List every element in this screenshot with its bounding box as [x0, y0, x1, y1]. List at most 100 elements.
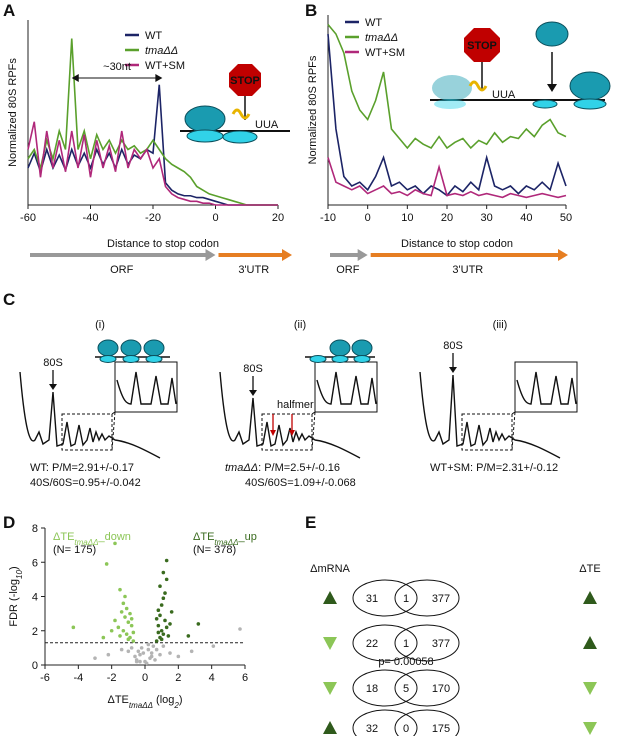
venn-count: 0: [403, 723, 409, 735]
point: [133, 654, 137, 659]
x-axis-label-part: (log: [153, 694, 174, 706]
y-tick-label: 0: [32, 660, 38, 672]
utr-arrow-head: [558, 249, 568, 261]
codon-label: UUA: [492, 89, 516, 101]
point: [101, 635, 106, 640]
x-axis-label-part: 2: [173, 701, 179, 710]
point: [154, 647, 159, 652]
x-tick-label: 4: [209, 672, 215, 684]
caption-part: : P/M=2.5+/-0.16: [258, 462, 340, 474]
venn-right: [394, 669, 460, 707]
utr-label: 3'UTR: [238, 264, 269, 276]
ribosome-large: [329, 339, 351, 357]
venn-count: 32: [366, 723, 378, 735]
point: [126, 637, 131, 642]
point: [166, 634, 171, 638]
x-axis-label-part: ΔTE: [107, 694, 128, 706]
point: [149, 651, 154, 655]
venn-right: [394, 624, 460, 662]
point: [164, 558, 169, 563]
zoom-box: [261, 413, 313, 451]
point: [156, 608, 161, 612]
point: [159, 603, 164, 607]
point: [144, 661, 149, 666]
point: [161, 596, 166, 601]
point: [168, 651, 172, 655]
point: [154, 639, 159, 643]
y-axis-label-part: ): [8, 566, 20, 570]
venn-count: 377: [432, 593, 450, 605]
point: [124, 606, 129, 611]
ribosome-small: [331, 355, 349, 363]
codon-label: UUA: [255, 119, 279, 131]
x-axis-label: Distance to stop codon: [401, 238, 513, 250]
point: [161, 644, 166, 648]
venn-count: 175: [432, 723, 450, 735]
x-tick-label: -60: [20, 212, 36, 224]
profile-title: (ii): [294, 319, 306, 331]
venn-left: [352, 709, 418, 736]
profile-caption: WT+SM: P/M=2.31+/-0.12: [430, 462, 558, 474]
point: [186, 634, 191, 638]
halfmer-label: halfmer: [277, 399, 314, 411]
point: [123, 594, 127, 599]
ribosome-small: [309, 355, 327, 363]
legend-count: (N= 378): [193, 544, 236, 556]
axes: [327, 15, 566, 206]
point: [121, 601, 126, 606]
peak-label: 80S: [243, 363, 263, 375]
point: [113, 618, 117, 623]
legend-label: WT: [145, 30, 162, 42]
peak-label: 80S: [443, 340, 463, 352]
ribosome-small: [353, 355, 371, 363]
orf-label: ORF: [110, 264, 134, 276]
ribosome-small: [122, 355, 140, 363]
venn-count: 5: [403, 683, 409, 695]
spacing-head: [155, 74, 163, 82]
peak-arrow-head: [49, 384, 57, 390]
point: [158, 652, 162, 657]
legend-label-part: _down: [97, 531, 130, 543]
inset-trace: [116, 371, 177, 405]
venn-count: 1: [403, 638, 409, 650]
peak-arrow-head: [249, 390, 257, 396]
venn-count: 170: [432, 683, 450, 695]
orf-arrow-head: [357, 249, 368, 261]
point: [164, 577, 169, 582]
point: [104, 562, 109, 566]
legend-label: tmaΔΔ: [145, 45, 178, 57]
point: [129, 616, 134, 621]
point: [118, 587, 122, 592]
series-line: [27, 38, 278, 206]
point: [118, 634, 122, 638]
header: ΔTE: [579, 563, 600, 575]
point: [159, 628, 164, 633]
point: [169, 610, 174, 614]
point: [153, 658, 157, 662]
up-arrow-icon: [583, 591, 597, 604]
legend-label-part: _up: [237, 531, 256, 543]
point: [139, 646, 144, 650]
inset-trace: [316, 371, 377, 405]
profile-caption: 40S/60S=1.09+/-0.068: [245, 477, 356, 489]
legend-label: ΔTEtmaΔΔ_up: [193, 531, 257, 547]
point: [158, 584, 162, 589]
x-axis-label: ΔTEtmaΔΔ (log2): [107, 694, 182, 710]
panel-label: D: [3, 513, 15, 532]
point: [158, 613, 162, 618]
x-axis-label-part: tmaΔΔ: [129, 701, 153, 710]
y-axis-label: Normalized 80S RPFs: [7, 58, 19, 167]
ribosome-small: [99, 355, 117, 363]
series-line: [327, 23, 567, 150]
point: [71, 625, 76, 630]
y-tick-label: 2: [32, 626, 38, 638]
point: [189, 649, 194, 654]
point: [116, 625, 121, 630]
ribosome-large: [120, 339, 142, 357]
ribosome-cartoon-b: [430, 21, 611, 110]
halfmer-head: [270, 430, 276, 436]
x-tick-label: -40: [83, 212, 99, 224]
venn-right: [394, 579, 460, 617]
legend-label-part: tmaΔΔ: [214, 538, 238, 547]
